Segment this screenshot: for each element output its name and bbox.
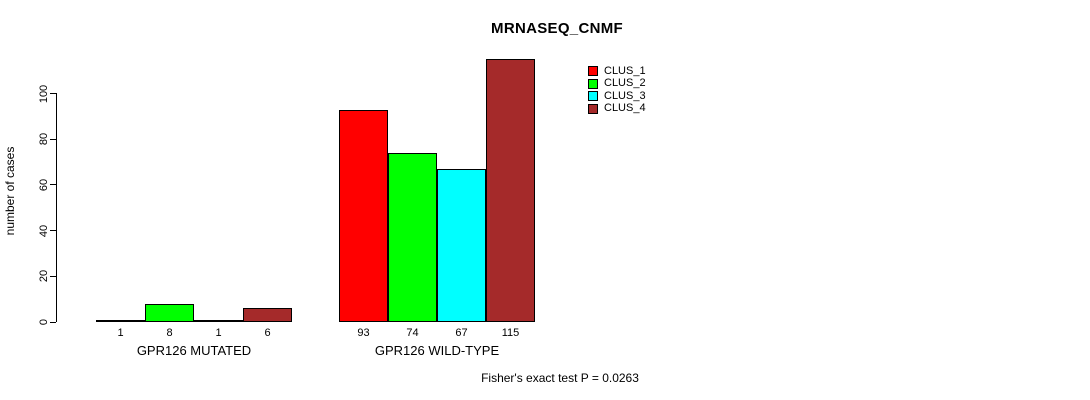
bar-value-label: 8 xyxy=(166,327,173,339)
y-axis-title: number of cases xyxy=(3,146,17,236)
legend-swatch xyxy=(588,103,598,114)
legend-label: CLUS_4 xyxy=(604,102,646,115)
bar xyxy=(388,152,437,322)
y-axis-tick-label: 100 xyxy=(38,84,50,103)
y-axis-tick-label: 60 xyxy=(38,178,50,192)
bar-value-label: 115 xyxy=(501,327,520,339)
y-axis-tick-label: 40 xyxy=(38,224,50,237)
chart-title: MRNASEQ_CNMF xyxy=(491,20,623,37)
y-axis-tick xyxy=(50,93,56,95)
bar xyxy=(243,308,292,322)
bar xyxy=(339,109,388,322)
bar-value-label: 67 xyxy=(455,327,468,339)
y-axis-tick xyxy=(50,275,56,277)
legend-swatch xyxy=(588,66,598,77)
legend-item: CLUS_3 xyxy=(588,90,646,103)
bar-value-label: 74 xyxy=(406,327,419,339)
legend-label: CLUS_2 xyxy=(604,77,646,90)
legend-item: CLUS_1 xyxy=(588,65,646,78)
legend-label: CLUS_3 xyxy=(604,89,646,102)
legend-item: CLUS_4 xyxy=(588,103,646,116)
legend: CLUS_1 CLUS_2 CLUS_3 CLUS_4 xyxy=(588,65,646,115)
x-axis-group-label: GPR126 WILD-TYPE xyxy=(374,343,500,358)
bar-value-label: 1 xyxy=(117,327,124,339)
bar xyxy=(437,168,486,322)
bar xyxy=(486,59,535,322)
bar xyxy=(194,319,243,322)
bar xyxy=(145,303,194,322)
y-axis-tick xyxy=(50,230,56,232)
bar-value-label: 6 xyxy=(264,327,271,339)
fisher-test-annotation: Fisher's exact test P = 0.0263 xyxy=(481,371,639,385)
y-axis-tick-label: 0 xyxy=(38,318,50,326)
y-axis-tick-label: 80 xyxy=(38,133,50,146)
legend-swatch xyxy=(588,78,598,89)
legend-swatch xyxy=(588,91,598,102)
legend-item: CLUS_2 xyxy=(588,78,646,91)
y-axis-tick xyxy=(50,184,56,186)
y-axis-tick xyxy=(50,321,56,323)
y-axis-tick xyxy=(50,138,56,140)
legend-label: CLUS_1 xyxy=(604,64,646,77)
bar xyxy=(96,319,145,322)
bar-value-label: 1 xyxy=(215,327,222,339)
y-axis-tick-label: 20 xyxy=(38,270,50,283)
x-axis-group-label: GPR126 MUTATED xyxy=(136,343,252,358)
bar-value-label: 93 xyxy=(357,327,370,339)
y-axis-line xyxy=(56,93,57,322)
